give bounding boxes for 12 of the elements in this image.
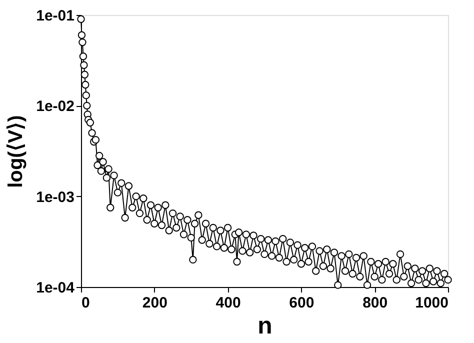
x-tick-label: 600: [289, 294, 314, 312]
x-tick-label: 0: [82, 294, 90, 312]
y-tick-label: 1e-01: [36, 8, 74, 24]
x-tick-label: 200: [142, 294, 168, 312]
y-tick-label: 1e-04: [36, 280, 76, 296]
y-tick-label: 1e-03: [36, 188, 74, 206]
y-axis-title: log(⟨V⟩): [5, 115, 28, 188]
x-axis-title: n: [258, 312, 272, 340]
x-tick-label: 1000: [415, 294, 448, 312]
x-tick-label: 400: [216, 294, 241, 312]
x-tick-label: 800: [362, 294, 388, 312]
y-tick-label: 1e-02: [36, 98, 74, 116]
